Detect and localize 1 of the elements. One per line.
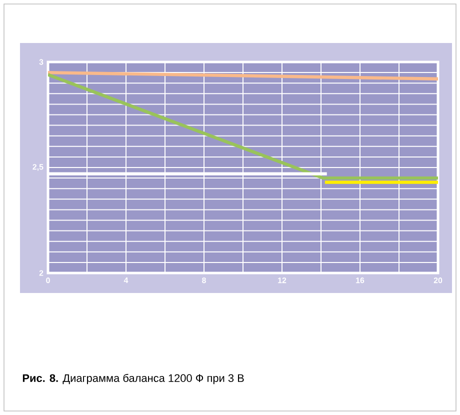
text: Рис. 8. Диаграмма баланса 1200 Ф при 3 В xyxy=(22,374,244,384)
